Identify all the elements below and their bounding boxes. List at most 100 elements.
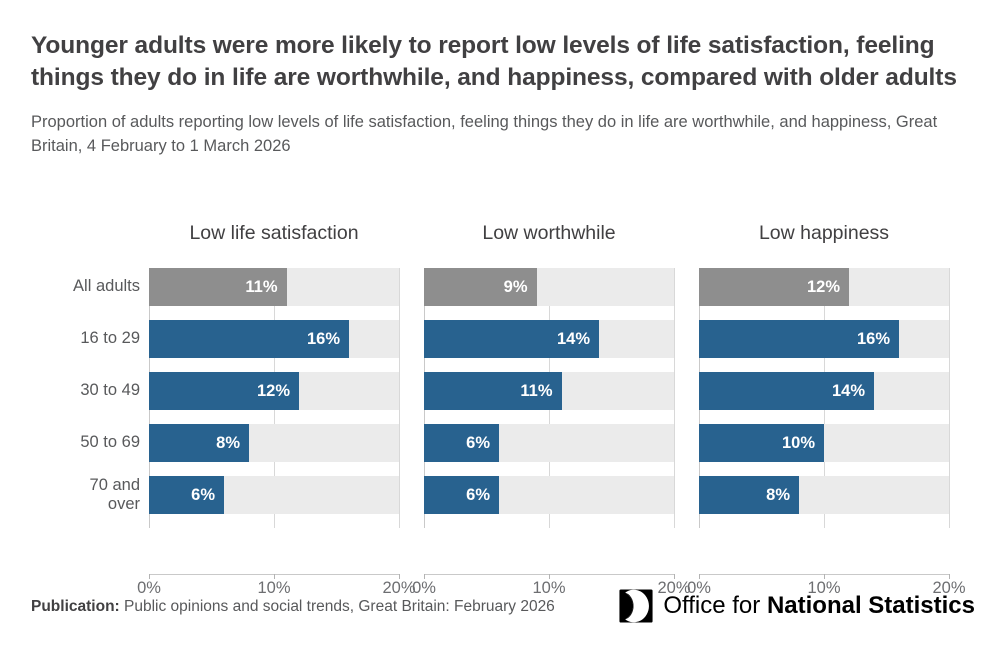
x-axis-tick-label: 10%	[257, 579, 291, 597]
bar-row: 6%	[149, 476, 399, 514]
category-label: 70 and over	[31, 476, 149, 515]
bar	[699, 320, 899, 358]
x-axis-tick-label: 0%	[687, 579, 711, 597]
x-axis-tick	[399, 574, 400, 579]
bar-row: 8%	[699, 476, 949, 514]
bar	[424, 372, 562, 410]
category-label-line: 30 to 49	[80, 381, 140, 399]
x-axis-tick-label: 0%	[412, 579, 436, 597]
bar	[424, 268, 537, 306]
category-label-line: 70 and	[89, 476, 140, 494]
bar-value-label: 6%	[466, 434, 490, 452]
bar	[149, 268, 287, 306]
x-axis-tick	[949, 574, 950, 579]
bar-row: 12%	[149, 372, 399, 410]
bar-value-label: 6%	[466, 486, 490, 504]
chart-panel: Low life satisfaction 11% 16% 12% 8% 6% 0% 10% 2…	[137, 222, 416, 597]
bar-value-label: 8%	[766, 486, 790, 504]
bar-value-label: 9%	[503, 278, 528, 296]
chart-panel: Low happiness 12% 16% 14% 10% 8% 0% 10% 20%	[687, 222, 966, 597]
bar-row: 14%	[424, 320, 674, 358]
category-label: 30 to 49	[31, 381, 149, 400]
category-label: All adults	[31, 277, 149, 296]
bar-value-label: 12%	[256, 382, 290, 400]
bar-row: 16%	[699, 320, 949, 358]
panel-plot: 9% 14% 11% 6% 6% 0% 10% 20%	[412, 268, 691, 597]
x-axis-tick	[674, 574, 675, 579]
bar-value-label: 8%	[216, 434, 240, 452]
bar-row: 12%	[699, 268, 949, 306]
bar-value-label: 14%	[831, 382, 865, 400]
x-axis-tick	[824, 574, 825, 579]
panel-plot: 12% 16% 14% 10% 8% 0% 10% 20%	[687, 268, 966, 597]
bar	[424, 424, 499, 462]
category-label-line: 50 to 69	[80, 433, 140, 451]
x-axis-tick	[149, 574, 150, 579]
category-label: 50 to 69	[31, 433, 149, 452]
bar-row: 11%	[149, 268, 399, 306]
bar-row: 8%	[149, 424, 399, 462]
category-label-line: 16 to 29	[80, 329, 140, 347]
category-axis: All adults 16 to 29 30 to 49 50 to 69 70 and…	[31, 268, 149, 528]
page-title: Younger adults were more likely to repor…	[31, 32, 957, 91]
bar	[149, 372, 299, 410]
chart-subtitle: Proportion of adults reporting low level…	[31, 112, 938, 155]
bar	[149, 424, 249, 462]
bar-value-label: 14%	[556, 330, 590, 348]
x-axis-tick-label: 20%	[932, 579, 966, 597]
bar-row: 9%	[424, 268, 674, 306]
publication-text: Public opinions and social trends, Great…	[124, 598, 555, 615]
panel-title: Low life satisfaction	[189, 222, 359, 244]
bar	[699, 268, 849, 306]
ons-logo-wordmark: Office for National Statistics	[663, 594, 975, 618]
chart-panel: Low worthwhile 9% 14% 11% 6% 6% 0% 10% 20%	[412, 222, 691, 597]
ons-logo: Office for National Statistics	[618, 584, 975, 628]
bar-row: 11%	[424, 372, 674, 410]
panel-title: Low worthwhile	[482, 222, 616, 244]
category-label-line: over	[107, 495, 140, 514]
bar	[699, 476, 799, 514]
category-label: 16 to 29	[31, 329, 149, 348]
bar	[424, 320, 599, 358]
bar-value-label: 16%	[856, 330, 890, 348]
category-label-line: All adults	[73, 277, 140, 295]
bar	[149, 320, 349, 358]
x-axis-tick	[274, 574, 275, 579]
ons-crescent-logo-icon	[619, 589, 653, 623]
x-axis-tick	[424, 574, 425, 579]
chart-area: All adults 16 to 29 30 to 49 50 to 69 70 and…	[31, 222, 975, 597]
chart-panels: Low life satisfaction 11% 16% 12% 8% 6% 0% 10% 2…	[31, 222, 975, 597]
x-axis-tick-label: 20%	[382, 579, 416, 597]
bar-value-label: 16%	[306, 330, 340, 348]
gridline	[949, 268, 950, 528]
footer-divider	[31, 570, 975, 571]
publication-note: Publication: Public opinions and social …	[31, 596, 555, 618]
chart-footer: Publication: Public opinions and social …	[31, 589, 975, 642]
ons-logo-line-light: Office for	[663, 592, 761, 619]
x-axis-tick	[549, 574, 550, 579]
x-axis-tick-label: 10%	[532, 579, 566, 597]
x-axis-tick-label: 0%	[137, 579, 161, 597]
ons-logo-line-bold: National Statistics	[766, 592, 975, 619]
bar	[699, 424, 824, 462]
publication-label: Publication:	[31, 598, 120, 615]
bar-value-label: 11%	[520, 382, 553, 400]
gridline	[674, 268, 675, 528]
bar	[149, 476, 224, 514]
bar-value-label: 10%	[781, 434, 815, 452]
gridline	[399, 268, 400, 528]
bar-row: 6%	[424, 424, 674, 462]
bar-value-label: 6%	[191, 486, 215, 504]
bar	[424, 476, 499, 514]
bar-row: 10%	[699, 424, 949, 462]
x-axis-tick-label: 20%	[657, 579, 691, 597]
bar-row: 14%	[699, 372, 949, 410]
bar-value-label: 11%	[245, 278, 278, 296]
bar-value-label: 12%	[806, 278, 840, 296]
bar-row: 6%	[424, 476, 674, 514]
panel-title: Low happiness	[758, 222, 890, 244]
x-axis-tick	[699, 574, 700, 579]
bar	[699, 372, 874, 410]
panel-plot: 11% 16% 12% 8% 6% 0% 10% 20%	[137, 268, 416, 597]
x-axis-tick-label: 10%	[807, 579, 841, 597]
